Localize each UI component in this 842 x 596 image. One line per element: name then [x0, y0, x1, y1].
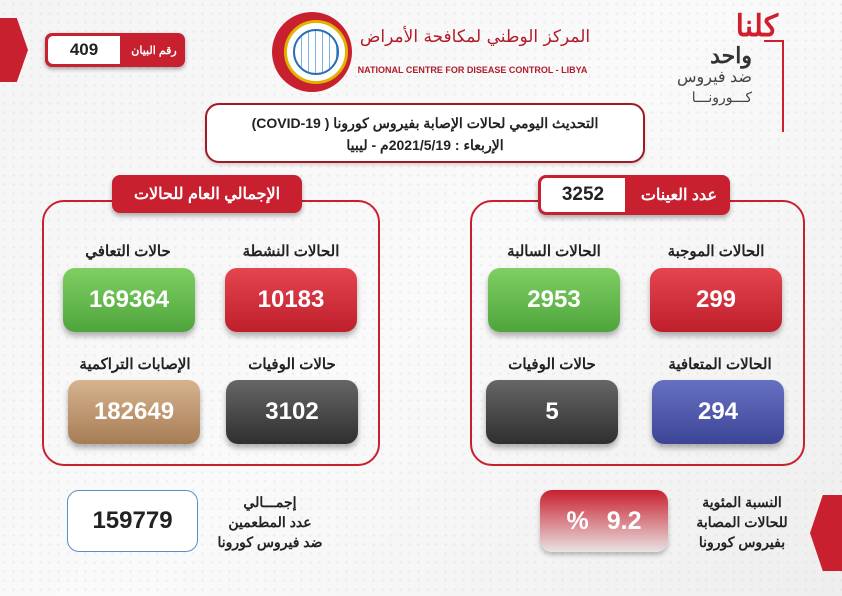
label-line: عدد المطعمين [228, 514, 312, 530]
label-line: إجمـــالي [243, 494, 297, 510]
stat-label: الحالات الموجبة [667, 243, 765, 260]
samples-label: عدد العينات [640, 187, 717, 204]
vaccinated-count: 159779 [67, 490, 198, 552]
stat-label: الإصابات التراكمية [79, 356, 191, 373]
stat-label: حالات الوفيات [248, 356, 336, 373]
vaccinated-label: إجمـــالي عدد المطعمين ضد فيروس كورونا [205, 492, 335, 552]
globe-icon [293, 29, 339, 75]
recovered-cases-card: 169364 [63, 268, 195, 332]
label-line: بفيروس كورونا [698, 534, 786, 550]
stat-label: الحالات النشطة [242, 243, 340, 260]
deaths-daily-card: 5 [486, 380, 618, 444]
statement-number-badge: 409 رقم البيان [45, 33, 185, 67]
stat-label: الحالات السالبة [507, 243, 601, 260]
label-line: للحالات المصابة [696, 514, 788, 530]
label-line: ضد فيروس كورونا [217, 534, 323, 550]
stat-label: الحالات المتعافية [668, 356, 772, 373]
positivity-value: 9.2 [606, 506, 642, 535]
active-cases-card: 10183 [225, 268, 357, 332]
statement-number: 409 [48, 36, 120, 64]
positivity-rate-card: % 9.2 [540, 490, 668, 552]
samples-count: 3252 [541, 178, 625, 212]
report-title: التحديث اليومي لحالات الإصابة بفيروس كور… [205, 103, 645, 163]
label-line: النسبة المئوية [702, 494, 782, 510]
cumulative-cases-card: 182649 [68, 380, 200, 444]
report-date: الإربعاء : 2021/5/19م - ليبيا [346, 137, 504, 153]
slogan-line: واحد [710, 43, 752, 68]
stat-label: حالات التعافي [85, 243, 171, 260]
stat-label: حالات الوفيات [508, 356, 596, 373]
ncdc-logo [272, 12, 352, 92]
overall-header: الإجمالي العام للحالات [112, 175, 302, 213]
percent-sign: % [566, 506, 589, 535]
recovered-daily-card: 294 [652, 380, 784, 444]
negative-cases-card: 2953 [488, 268, 620, 332]
org-name-arabic: المركز الوطني لمكافحة الأمراض [359, 27, 591, 47]
org-name-english: NATIONAL CENTRE FOR DISEASE CONTROL - LI… [357, 65, 588, 75]
slogan-logo: كلنا واحد ضد فيروس كـــورونـــا [660, 10, 790, 132]
positive-cases-card: 299 [650, 268, 782, 332]
deaths-card: 3102 [226, 380, 358, 444]
title-line: التحديث اليومي لحالات الإصابة بفيروس كور… [251, 115, 599, 131]
samples-header: عدد العينات 3252 [538, 175, 730, 215]
slogan-line: كـــورونـــا [691, 89, 752, 105]
slogan-line: ضد فيروس [677, 69, 752, 86]
slogan-line: كلنا [735, 10, 778, 43]
positivity-label: النسبة المئوية للحالات المصابة بفيروس كو… [683, 492, 801, 552]
statement-label: رقم البيان [131, 44, 177, 57]
